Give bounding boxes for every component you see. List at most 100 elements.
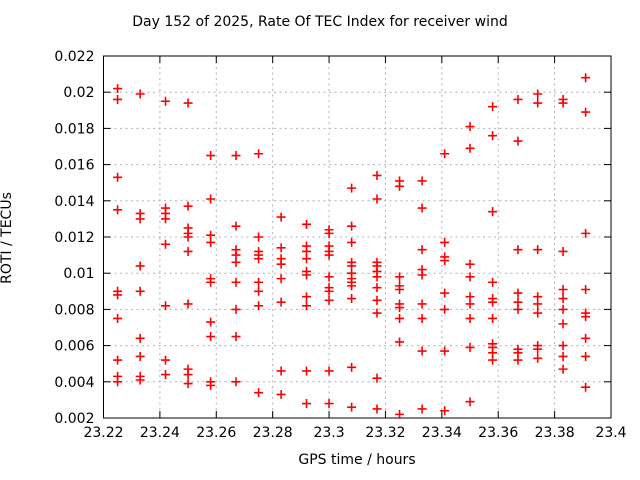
y-tick-label: 0.018 xyxy=(54,121,94,137)
data-point xyxy=(581,284,591,294)
data-point xyxy=(558,341,568,351)
data-point xyxy=(581,228,591,238)
data-point xyxy=(324,228,334,238)
data-point xyxy=(254,301,264,311)
chart-title: Day 152 of 2025, Rate Of TEC Index for r… xyxy=(132,14,508,30)
data-point xyxy=(206,151,216,161)
data-point xyxy=(183,370,193,380)
y-tick-label: 0.012 xyxy=(54,230,94,246)
data-point xyxy=(417,299,427,309)
data-point xyxy=(395,303,405,313)
data-point xyxy=(135,286,145,296)
data-point xyxy=(533,98,543,108)
data-point xyxy=(231,277,241,287)
x-tick-label: 23.22 xyxy=(83,425,123,441)
y-tick-label: 0.016 xyxy=(54,158,94,174)
data-point xyxy=(347,294,357,304)
data-point xyxy=(533,308,543,318)
data-point xyxy=(231,151,241,161)
data-point xyxy=(558,246,568,256)
data-point xyxy=(347,362,357,372)
data-point xyxy=(276,389,286,399)
data-point xyxy=(465,122,475,132)
x-tick-label: 23.34 xyxy=(422,425,462,441)
data-point xyxy=(324,272,334,282)
data-point xyxy=(302,219,311,229)
y-tick-label: 0.01 xyxy=(63,266,94,282)
data-point xyxy=(135,375,145,385)
y-tick-label: 0.014 xyxy=(54,194,94,210)
data-point xyxy=(324,366,334,376)
data-point xyxy=(488,131,498,141)
data-point xyxy=(417,404,427,414)
data-point xyxy=(558,319,568,329)
data-point xyxy=(372,404,382,414)
data-point xyxy=(302,292,311,302)
data-point xyxy=(206,277,216,287)
data-point xyxy=(558,364,568,374)
data-point xyxy=(513,136,523,146)
data-point xyxy=(417,313,427,323)
data-point xyxy=(395,313,405,323)
data-point xyxy=(135,333,145,343)
data-point xyxy=(347,221,357,231)
x-tick-label: 23.38 xyxy=(535,425,575,441)
data-point xyxy=(161,301,171,311)
data-point xyxy=(465,342,475,352)
data-point xyxy=(161,370,171,380)
data-point xyxy=(183,379,193,389)
x-tick-label: 23.4 xyxy=(595,425,626,441)
data-point xyxy=(302,270,311,280)
data-point xyxy=(276,259,286,269)
data-point xyxy=(372,194,382,204)
data-point xyxy=(581,107,591,117)
y-tick-label: 0.008 xyxy=(54,302,94,318)
x-axis-label: GPS time / hours xyxy=(298,452,416,468)
data-point xyxy=(395,181,405,191)
x-tick-label: 23.28 xyxy=(253,425,293,441)
data-point xyxy=(113,290,123,300)
data-point xyxy=(581,312,591,322)
data-point xyxy=(558,304,568,314)
data-point xyxy=(206,194,216,204)
data-point xyxy=(324,399,334,409)
data-point xyxy=(183,299,193,309)
data-point xyxy=(347,281,357,291)
data-point xyxy=(161,96,171,106)
data-point xyxy=(231,221,241,231)
y-tick-label: 0.002 xyxy=(54,411,94,427)
data-point xyxy=(558,351,568,361)
data-point xyxy=(513,245,523,255)
data-point xyxy=(395,409,405,419)
data-point xyxy=(395,272,405,282)
data-point xyxy=(113,205,123,215)
data-point xyxy=(440,237,450,247)
data-point xyxy=(465,143,475,153)
data-point xyxy=(135,89,145,99)
data-point xyxy=(135,214,145,224)
data-point xyxy=(347,237,357,247)
data-point xyxy=(558,294,568,304)
data-point xyxy=(372,373,382,383)
data-point xyxy=(513,94,523,104)
data-point xyxy=(488,313,498,323)
y-tick-label: 0.006 xyxy=(54,339,94,355)
x-tick-label: 23.3 xyxy=(313,425,344,441)
data-point xyxy=(231,304,241,314)
data-point xyxy=(113,94,123,104)
data-point xyxy=(440,304,450,314)
data-point xyxy=(440,346,450,356)
data-point xyxy=(417,270,427,280)
data-point xyxy=(347,402,357,412)
data-point xyxy=(161,239,171,249)
data-point xyxy=(254,388,264,398)
data-point xyxy=(533,89,543,99)
data-point xyxy=(372,272,382,282)
data-point xyxy=(113,84,123,94)
x-tick-label: 23.32 xyxy=(365,425,405,441)
x-tick-label: 23.24 xyxy=(140,425,180,441)
data-point xyxy=(161,355,171,365)
data-point xyxy=(513,355,523,365)
data-point xyxy=(347,183,357,193)
data-point xyxy=(488,277,498,287)
